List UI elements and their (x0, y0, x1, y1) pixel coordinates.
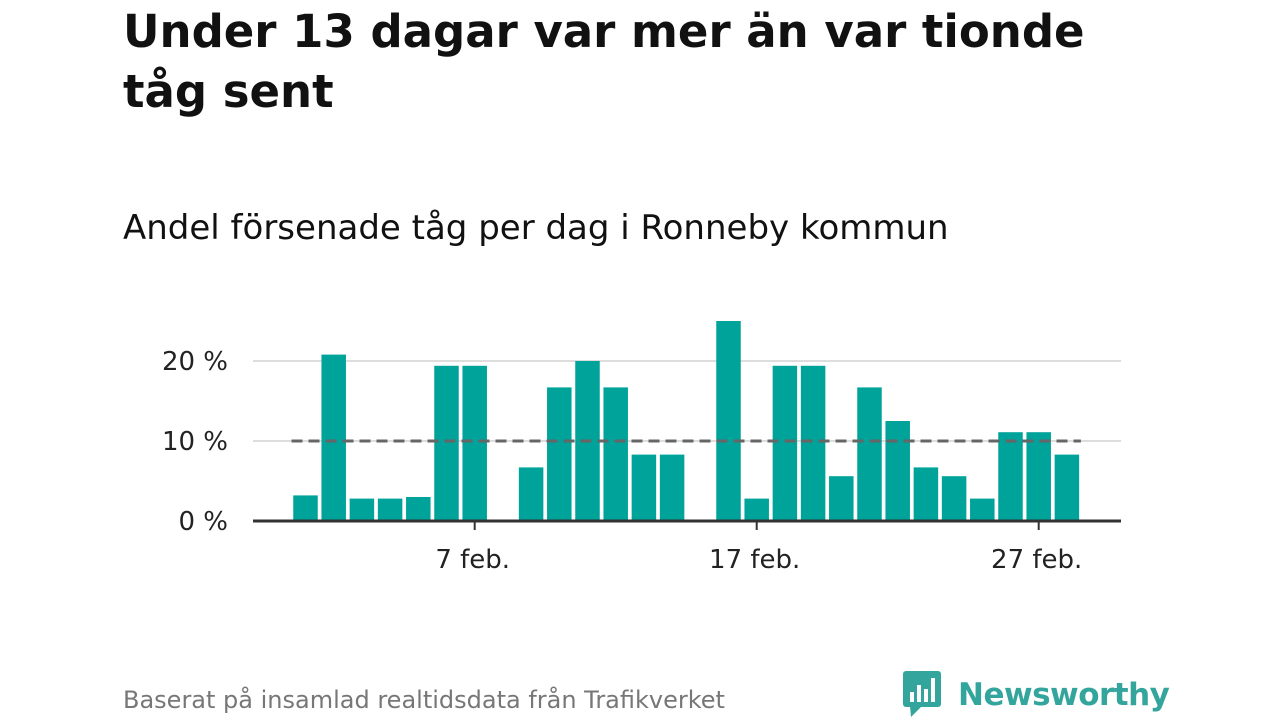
bar (800, 365, 826, 521)
y-tick-label: 20 % (162, 347, 228, 377)
bar (547, 387, 572, 521)
bar (913, 467, 939, 521)
bar (377, 498, 403, 521)
bar (406, 497, 431, 521)
bar (885, 421, 910, 521)
bar (293, 495, 318, 521)
bar (631, 454, 657, 521)
bar (349, 498, 375, 521)
source-note: Baserat på insamlad realtidsdata från Tr… (123, 686, 725, 714)
bar (462, 365, 487, 521)
brand-logo: Newsworthy (902, 670, 1170, 720)
bar (1054, 454, 1080, 521)
bar (744, 498, 769, 521)
bar (434, 365, 459, 521)
bar (716, 321, 741, 521)
bar (941, 476, 967, 521)
bar (321, 354, 346, 521)
bar (970, 498, 995, 521)
x-tick-label: 17 feb. (709, 545, 800, 575)
y-tick-label: 0 % (178, 507, 228, 537)
bar (659, 454, 685, 521)
bar-chart-speech-bubble-icon (903, 671, 941, 717)
brand-name: Newsworthy (958, 677, 1170, 713)
bar (518, 467, 544, 521)
chart-subtitle: Andel försenade tåg per dag i Ronneby ko… (123, 208, 949, 248)
x-tick-label: 27 feb. (991, 545, 1082, 575)
bar (998, 432, 1023, 521)
bar (772, 365, 798, 521)
y-tick-label: 10 % (162, 427, 228, 457)
bar (1026, 432, 1051, 521)
bar (857, 387, 882, 521)
x-tick-label: 7 feb. (435, 545, 510, 575)
bar (829, 476, 854, 521)
page-title: Under 13 dagar var mer än var tionde tåg… (123, 5, 1085, 118)
bar (603, 387, 628, 521)
